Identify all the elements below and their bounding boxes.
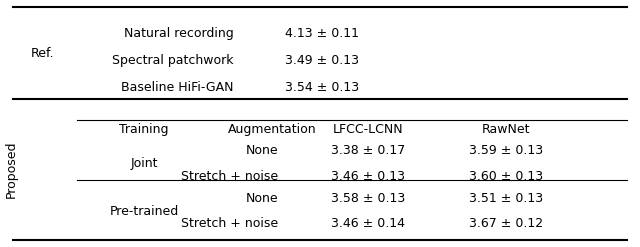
Text: Training: Training: [119, 123, 169, 136]
Text: 3.67 ± 0.12: 3.67 ± 0.12: [468, 217, 543, 230]
Text: 3.58 ± 0.13: 3.58 ± 0.13: [331, 192, 405, 205]
Text: Stretch + noise: Stretch + noise: [181, 170, 278, 183]
Text: Joint: Joint: [131, 157, 157, 170]
Text: Natural recording: Natural recording: [124, 27, 234, 40]
Text: Spectral patchwork: Spectral patchwork: [112, 54, 234, 67]
Text: None: None: [246, 192, 278, 205]
Text: RawNet: RawNet: [481, 123, 530, 136]
Text: 3.46 ± 0.14: 3.46 ± 0.14: [331, 217, 405, 230]
Text: Pre-trained: Pre-trained: [109, 205, 179, 218]
Text: 3.51 ± 0.13: 3.51 ± 0.13: [468, 192, 543, 205]
Text: Augmentation: Augmentation: [228, 123, 316, 136]
Text: Stretch + noise: Stretch + noise: [181, 217, 278, 230]
Text: 4.13 ± 0.11: 4.13 ± 0.11: [285, 27, 359, 40]
Text: Baseline HiFi-GAN: Baseline HiFi-GAN: [121, 81, 234, 94]
Text: Proposed: Proposed: [5, 141, 18, 198]
Text: None: None: [246, 144, 278, 157]
Text: 3.54 ± 0.13: 3.54 ± 0.13: [285, 81, 359, 94]
Text: LFCC-LCNN: LFCC-LCNN: [333, 123, 403, 136]
Text: 3.49 ± 0.13: 3.49 ± 0.13: [285, 54, 359, 67]
Text: 3.60 ± 0.13: 3.60 ± 0.13: [468, 170, 543, 183]
Text: 3.46 ± 0.13: 3.46 ± 0.13: [331, 170, 405, 183]
Text: 3.38 ± 0.17: 3.38 ± 0.17: [331, 144, 405, 157]
Text: 3.59 ± 0.13: 3.59 ± 0.13: [468, 144, 543, 157]
Text: Ref.: Ref.: [31, 47, 54, 60]
